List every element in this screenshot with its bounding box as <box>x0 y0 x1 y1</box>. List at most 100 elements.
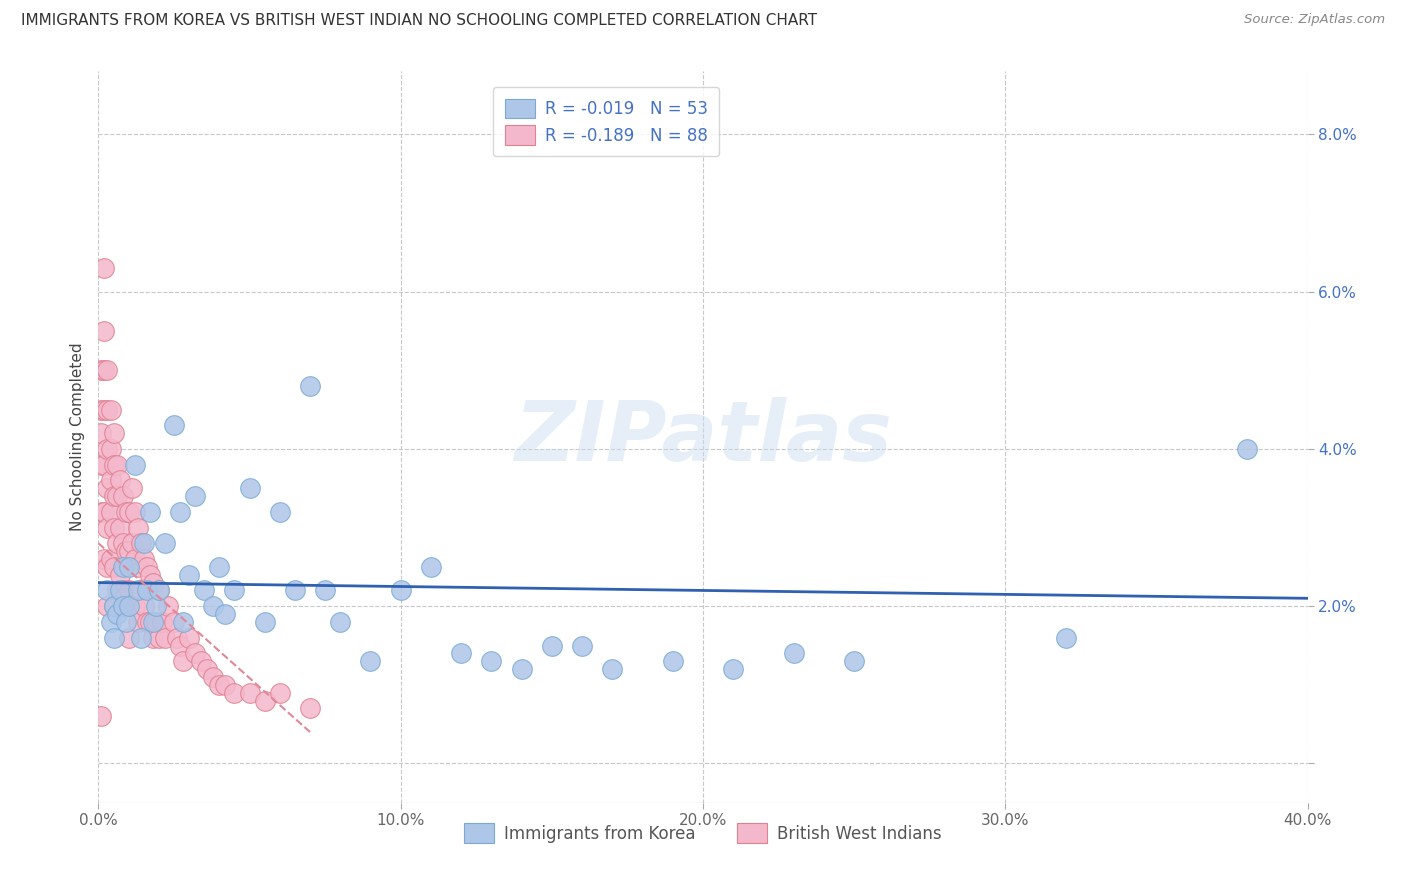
Point <box>139 505 162 519</box>
Point <box>103 599 125 614</box>
Point <box>253 615 276 629</box>
Point <box>299 379 322 393</box>
Point <box>93 402 115 417</box>
Point <box>783 646 806 660</box>
Point <box>253 693 276 707</box>
Point <box>132 599 155 614</box>
Point <box>124 599 146 614</box>
Point <box>284 583 307 598</box>
Point <box>602 662 624 676</box>
Point <box>723 662 745 676</box>
Point <box>214 678 236 692</box>
Point <box>118 583 141 598</box>
Point <box>239 481 262 495</box>
Point <box>114 599 136 614</box>
Point <box>360 654 382 668</box>
Point <box>93 324 115 338</box>
Point <box>127 583 149 598</box>
Y-axis label: No Schooling Completed: No Schooling Completed <box>70 343 86 532</box>
Point <box>1054 631 1077 645</box>
Text: IMMIGRANTS FROM KOREA VS BRITISH WEST INDIAN NO SCHOOLING COMPLETED CORRELATION : IMMIGRANTS FROM KOREA VS BRITISH WEST IN… <box>21 13 817 29</box>
Point <box>184 646 207 660</box>
Point <box>103 599 125 614</box>
Point <box>111 536 134 550</box>
Point <box>96 559 118 574</box>
Point <box>103 520 125 534</box>
Point <box>166 631 188 645</box>
Point <box>169 505 191 519</box>
Point <box>111 489 134 503</box>
Point <box>124 458 146 472</box>
Point <box>172 615 194 629</box>
Point <box>111 583 134 598</box>
Point <box>239 686 262 700</box>
Point <box>145 599 167 614</box>
Point <box>100 402 122 417</box>
Point <box>100 442 122 456</box>
Point <box>269 686 291 700</box>
Point <box>844 654 866 668</box>
Point <box>153 536 176 550</box>
Point <box>93 363 115 377</box>
Point <box>163 418 186 433</box>
Point <box>135 615 157 629</box>
Point <box>100 615 122 629</box>
Point <box>540 639 562 653</box>
Point <box>93 458 115 472</box>
Point <box>100 473 122 487</box>
Legend: Immigrants from Korea, British West Indians: Immigrants from Korea, British West Indi… <box>457 817 949 849</box>
Point <box>114 544 136 558</box>
Point <box>108 520 131 534</box>
Point <box>100 552 122 566</box>
Point <box>93 260 115 275</box>
Point <box>93 505 115 519</box>
Point <box>179 631 201 645</box>
Point <box>114 505 136 519</box>
Point <box>224 583 246 598</box>
Text: Source: ZipAtlas.com: Source: ZipAtlas.com <box>1244 13 1385 27</box>
Point <box>150 615 173 629</box>
Point <box>420 559 443 574</box>
Point <box>90 505 112 519</box>
Point <box>195 662 218 676</box>
Point <box>127 615 149 629</box>
Point <box>135 583 157 598</box>
Point <box>148 583 170 598</box>
Point <box>153 631 176 645</box>
Point <box>481 654 503 668</box>
Point <box>202 599 225 614</box>
Point <box>118 631 141 645</box>
Point <box>108 567 131 582</box>
Point <box>103 559 125 574</box>
Point <box>105 458 128 472</box>
Point <box>111 599 134 614</box>
Point <box>118 544 141 558</box>
Point <box>90 426 112 441</box>
Point <box>93 552 115 566</box>
Point <box>118 505 141 519</box>
Point <box>661 654 683 668</box>
Point <box>156 599 179 614</box>
Point <box>96 363 118 377</box>
Point <box>105 583 128 598</box>
Point <box>121 481 143 495</box>
Point <box>127 520 149 534</box>
Point <box>90 402 112 417</box>
Point <box>108 583 131 598</box>
Point <box>111 559 134 574</box>
Point <box>314 583 336 598</box>
Point <box>510 662 533 676</box>
Point <box>132 536 155 550</box>
Point <box>124 505 146 519</box>
Point <box>103 426 125 441</box>
Point <box>118 599 141 614</box>
Point <box>96 583 118 598</box>
Point <box>208 559 231 574</box>
Point <box>179 567 201 582</box>
Point <box>124 552 146 566</box>
Point <box>118 559 141 574</box>
Point <box>202 670 225 684</box>
Point <box>214 607 236 621</box>
Point <box>129 583 152 598</box>
Point <box>105 489 128 503</box>
